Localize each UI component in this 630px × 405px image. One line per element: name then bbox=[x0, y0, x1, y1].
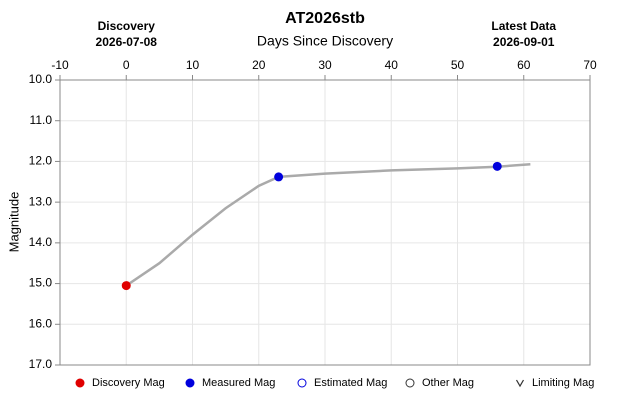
x-tick-label: 50 bbox=[451, 58, 465, 72]
legend-label: Limiting Mag bbox=[532, 377, 594, 389]
marker bbox=[492, 161, 502, 171]
y-tick-label: 12.0 bbox=[29, 154, 53, 168]
legend-marker bbox=[405, 378, 415, 388]
x-tick-label: 60 bbox=[517, 58, 531, 72]
x-tick-label: 40 bbox=[385, 58, 399, 72]
annotation: Latest Data bbox=[491, 19, 556, 33]
x-tick-label: 0 bbox=[123, 58, 130, 72]
y-tick-label: 11.0 bbox=[30, 113, 53, 127]
y-tick-label: 17.0 bbox=[29, 357, 53, 371]
annotation: 2026-09-01 bbox=[493, 35, 555, 49]
marker bbox=[121, 281, 131, 291]
legend-marker bbox=[75, 378, 85, 388]
y-tick-label: 14.0 bbox=[29, 235, 53, 249]
plot-frame bbox=[59, 79, 591, 366]
marker bbox=[274, 172, 284, 182]
legend-label: Discovery Mag bbox=[92, 377, 165, 389]
chart-title: AT2026stb bbox=[285, 10, 365, 27]
legend-marker bbox=[297, 378, 307, 388]
x-tick-label: 30 bbox=[318, 58, 332, 72]
legend-label: Other Mag bbox=[422, 377, 474, 389]
y-tick-label: 16.0 bbox=[29, 316, 53, 330]
legend-marker bbox=[515, 379, 525, 388]
x-tick-label: 70 bbox=[583, 58, 597, 72]
x-axis-label: Days Since Discovery bbox=[257, 33, 393, 49]
x-tick-label: 20 bbox=[252, 58, 266, 72]
legend-label: Estimated Mag bbox=[314, 377, 387, 389]
x-tick-label: 10 bbox=[186, 58, 200, 72]
annotation: Discovery bbox=[98, 19, 156, 33]
y-axis-label: Magnitude bbox=[6, 192, 21, 253]
y-tick-label: 10.0 bbox=[29, 72, 53, 86]
annotation: 2026-07-08 bbox=[96, 35, 158, 49]
x-tick-label: -10 bbox=[51, 58, 69, 72]
legend-marker bbox=[185, 378, 195, 388]
legend-label: Measured Mag bbox=[202, 377, 275, 389]
y-tick-label: 13.0 bbox=[29, 194, 53, 208]
y-tick-label: 15.0 bbox=[29, 276, 53, 290]
